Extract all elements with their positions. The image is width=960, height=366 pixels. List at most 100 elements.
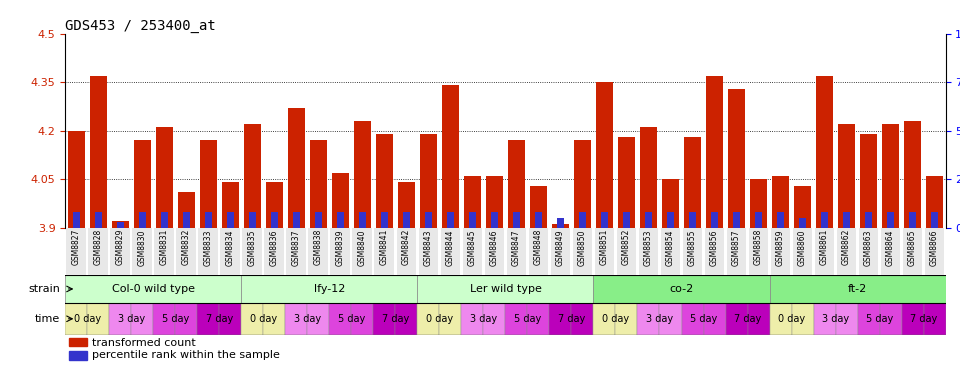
Text: GSM8859: GSM8859 [776,229,785,266]
Text: 3 day: 3 day [294,314,321,324]
Bar [95,212,102,228]
FancyBboxPatch shape [374,228,395,275]
Text: GSM8849: GSM8849 [556,229,564,266]
FancyBboxPatch shape [638,228,659,275]
FancyBboxPatch shape [330,228,350,275]
Text: GSM8841: GSM8841 [380,229,389,265]
Text: GSM8854: GSM8854 [666,229,675,266]
Text: 5 day: 5 day [161,314,189,324]
FancyBboxPatch shape [66,228,86,275]
Text: GSM8857: GSM8857 [732,229,741,266]
Bar [508,140,525,228]
Bar [398,182,415,228]
Text: 0 day: 0 day [426,314,453,324]
Bar [792,303,813,335]
Text: GSM8866: GSM8866 [930,229,939,266]
Bar [887,212,895,228]
Bar [799,218,806,228]
Text: strain: strain [29,284,60,294]
Text: co-2: co-2 [669,284,694,294]
Bar [662,179,679,228]
Bar [373,303,396,335]
Bar [418,303,440,335]
Bar [396,303,418,335]
Bar [198,303,219,335]
Bar [618,137,635,228]
Bar [69,351,87,359]
Text: 0 day: 0 day [250,314,276,324]
Bar [770,303,792,335]
Bar [530,186,546,228]
Bar [222,182,239,228]
Text: ft-2: ft-2 [848,284,867,294]
Bar [156,127,173,228]
Bar [821,212,828,228]
Bar [112,221,129,228]
Bar [843,212,851,228]
Bar [535,212,542,228]
Bar [924,303,946,335]
Bar [710,212,718,228]
Text: GSM8832: GSM8832 [181,229,191,265]
Bar [109,303,132,335]
Bar [271,212,278,228]
Bar [68,131,84,228]
FancyBboxPatch shape [727,228,747,275]
Bar [772,176,789,228]
Bar [446,212,454,228]
Bar [354,121,371,228]
Bar [748,303,770,335]
Text: GSM8864: GSM8864 [886,229,895,266]
Bar [857,303,879,335]
Text: GSM8840: GSM8840 [358,229,367,266]
Bar [359,212,366,228]
FancyBboxPatch shape [110,228,131,275]
Text: lfy-12: lfy-12 [314,284,345,294]
FancyBboxPatch shape [793,228,812,275]
Text: GSM8830: GSM8830 [138,229,147,266]
Bar [154,303,176,335]
Text: GSM8843: GSM8843 [424,229,433,266]
Bar [465,176,481,228]
Bar [729,89,745,228]
FancyBboxPatch shape [529,228,548,275]
Bar [755,212,762,228]
Bar [593,303,615,335]
FancyBboxPatch shape [902,228,923,275]
Bar [549,303,571,335]
Bar [337,212,344,228]
Text: GSM8831: GSM8831 [159,229,169,265]
Bar [593,275,770,303]
Bar [87,303,109,335]
Bar [90,76,107,228]
Text: GSM8860: GSM8860 [798,229,807,266]
Text: 3 day: 3 day [118,314,145,324]
Bar [182,212,190,228]
Bar [660,303,682,335]
Bar [241,275,418,303]
FancyBboxPatch shape [419,228,439,275]
Bar [420,134,437,228]
Text: 3 day: 3 day [469,314,497,324]
FancyBboxPatch shape [177,228,196,275]
Text: GSM8861: GSM8861 [820,229,829,265]
Bar [860,134,876,228]
Bar [65,303,87,335]
FancyBboxPatch shape [243,228,262,275]
Bar [491,212,498,228]
Bar [73,212,80,228]
Text: 3 day: 3 day [822,314,850,324]
Bar [204,212,212,228]
Text: 0 day: 0 day [778,314,805,324]
Text: 7 day: 7 day [205,314,233,324]
Bar [557,218,564,228]
Bar [865,212,873,228]
Bar [596,82,612,228]
FancyBboxPatch shape [485,228,504,275]
Bar [200,140,217,228]
FancyBboxPatch shape [749,228,768,275]
FancyBboxPatch shape [88,228,108,275]
Text: GSM8839: GSM8839 [336,229,345,266]
Text: 5 day: 5 day [690,314,717,324]
Text: percentile rank within the sample: percentile rank within the sample [91,350,279,360]
